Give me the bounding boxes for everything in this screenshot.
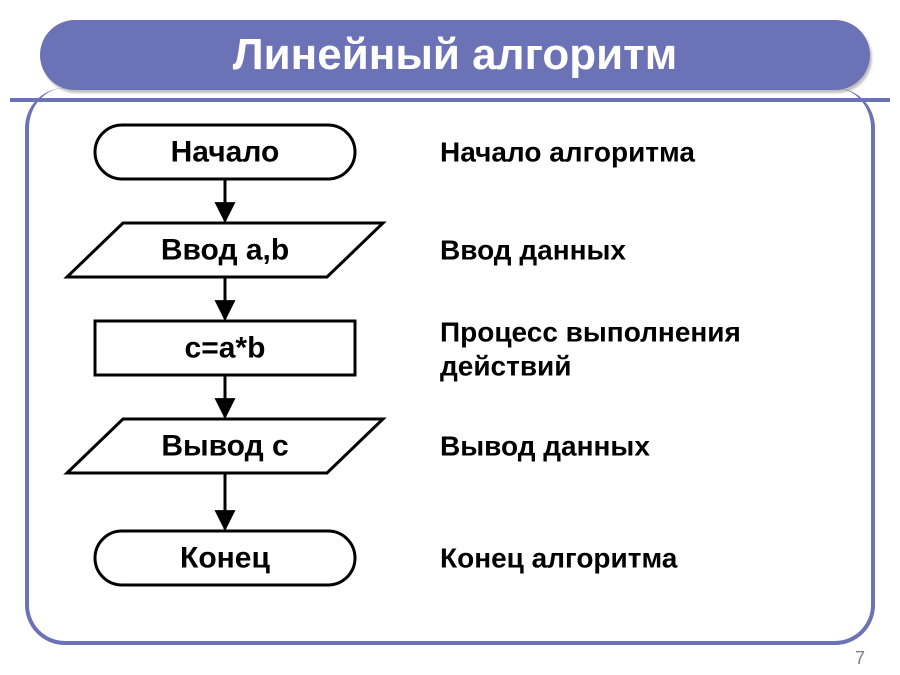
node-label-proc: c=a*b <box>185 332 266 365</box>
desc-input: Ввод данных <box>440 235 626 266</box>
node-label-input: Ввод a,b <box>161 234 289 267</box>
desc-output: Вывод данных <box>440 431 650 462</box>
desc-end: Конец алгоритма <box>440 543 678 574</box>
desc-proc-l2: действий <box>440 351 571 382</box>
node-label-end: Конец <box>180 542 270 575</box>
desc-start: Начало алгоритма <box>440 137 695 168</box>
node-label-start: Начало <box>171 136 280 169</box>
node-label-output: Вывод c <box>161 430 288 463</box>
page-number: 7 <box>855 648 865 669</box>
flowchart-svg: Начало Начало алгоритма Ввод a,b Ввод данны… <box>0 0 900 675</box>
desc-proc-l1: Процесс выполнения <box>440 317 741 348</box>
